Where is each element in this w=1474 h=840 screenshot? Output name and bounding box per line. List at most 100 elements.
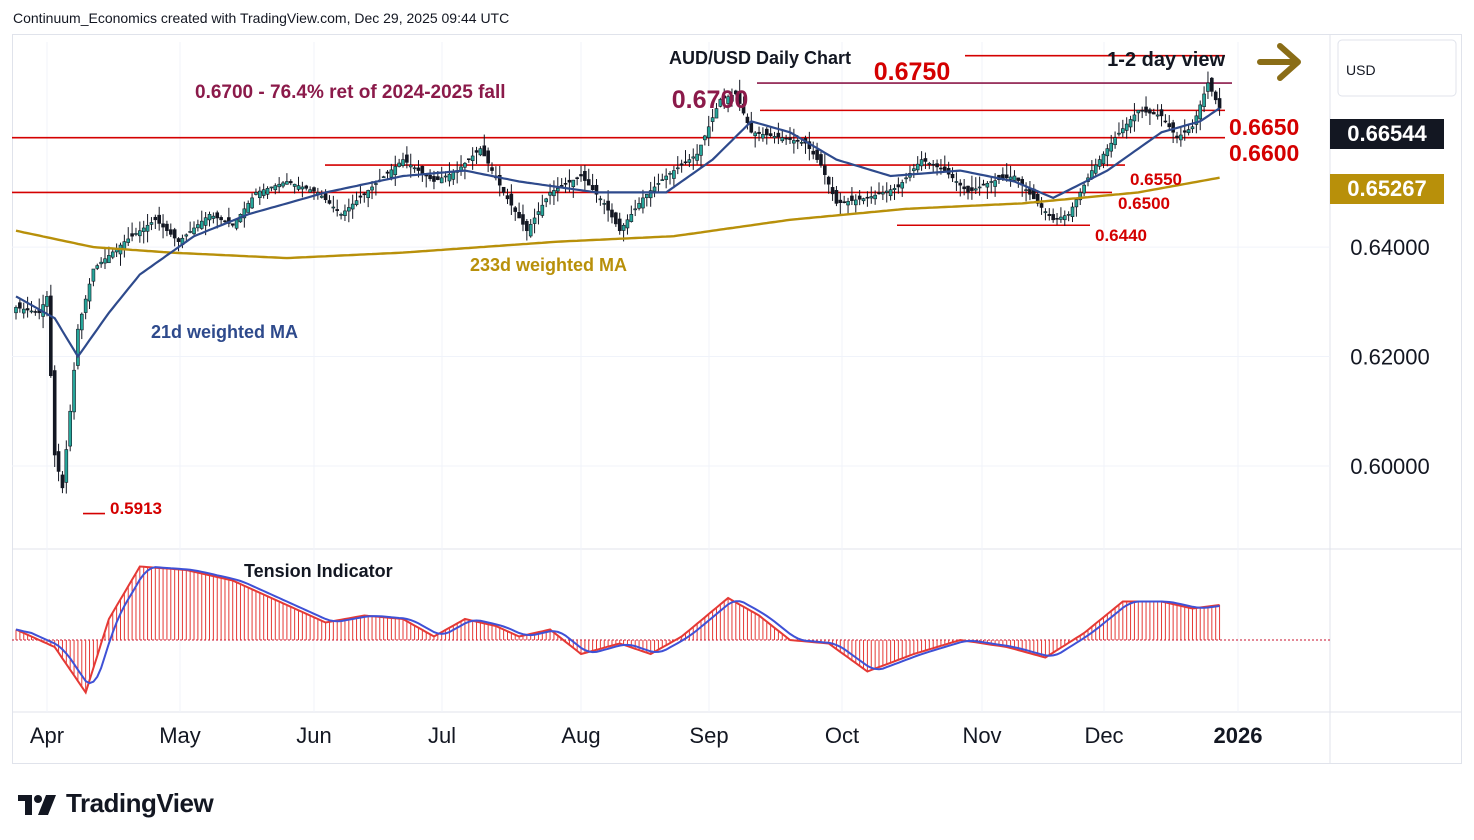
candle-body — [734, 90, 738, 95]
candle — [962, 178, 966, 196]
candle — [815, 142, 819, 163]
tradingview-logo[interactable]: TradingView — [16, 788, 214, 819]
candle-body — [586, 179, 591, 186]
candle-body — [954, 181, 959, 183]
candle — [842, 195, 846, 204]
candle-body — [811, 150, 816, 155]
candle — [1028, 180, 1032, 201]
candle — [227, 207, 231, 228]
candle — [1043, 208, 1048, 221]
candle-body — [1016, 177, 1021, 181]
candle-body — [405, 154, 409, 163]
candle-body — [45, 296, 49, 307]
candle-body — [308, 189, 312, 193]
candle-body — [230, 223, 235, 226]
y-tick-label: 0.60000 — [1350, 454, 1430, 479]
candle — [1217, 87, 1222, 116]
candle-body — [660, 179, 665, 181]
candle — [718, 97, 723, 108]
candle — [598, 195, 603, 206]
candle-body — [962, 186, 966, 190]
candle-body — [319, 195, 324, 198]
candle-body — [331, 206, 336, 209]
candle — [761, 127, 765, 142]
candle — [672, 165, 676, 189]
candle-body — [722, 95, 727, 99]
candle — [594, 178, 599, 203]
candle — [424, 174, 429, 188]
candle-body — [335, 209, 340, 211]
candle-body — [366, 190, 370, 199]
candle-body — [122, 241, 127, 250]
candle — [1032, 184, 1036, 200]
candle — [99, 257, 103, 268]
candle — [706, 115, 711, 147]
candle — [362, 192, 367, 203]
candle — [300, 181, 305, 198]
candle-body — [269, 186, 274, 189]
candle — [482, 134, 487, 157]
candle — [513, 205, 518, 221]
candle — [1097, 155, 1102, 170]
candle — [583, 165, 587, 192]
candle-body — [1109, 142, 1114, 152]
candle — [656, 173, 661, 193]
candle-body — [1012, 175, 1017, 181]
candle — [157, 206, 161, 231]
candle — [764, 127, 769, 145]
candle — [1128, 115, 1133, 134]
candle-body — [277, 183, 281, 188]
candle-body — [590, 185, 595, 190]
candle-body — [641, 197, 645, 209]
candle — [1159, 104, 1164, 127]
candle-body — [83, 298, 88, 313]
candle — [970, 175, 974, 200]
candle-body — [428, 174, 432, 180]
candle — [950, 167, 955, 182]
candle-body — [521, 214, 525, 225]
candle-body — [300, 186, 305, 190]
candle-body — [536, 211, 541, 215]
candle — [354, 191, 359, 207]
candle-body — [799, 141, 804, 144]
candle-body — [60, 474, 65, 489]
candle-body — [648, 190, 653, 199]
candle — [1117, 122, 1121, 137]
candle-body — [1175, 135, 1179, 139]
candle — [954, 172, 959, 192]
candle — [687, 154, 692, 168]
candle-body — [401, 159, 405, 166]
candle — [730, 88, 734, 107]
candle — [1206, 71, 1210, 99]
candle — [381, 175, 386, 179]
fib-note: 0.6700 - 76.4% ret of 2024-2025 fall — [195, 82, 506, 103]
candle — [199, 210, 204, 230]
candle — [679, 159, 684, 173]
candle-body — [610, 209, 614, 218]
x-tick-label: Aug — [561, 723, 600, 748]
candle — [1202, 86, 1206, 113]
candle-body — [1140, 109, 1144, 112]
candle-body — [1074, 199, 1079, 208]
candle-body — [1186, 129, 1191, 134]
level-label: 0.6750 — [874, 58, 950, 86]
candle-body — [544, 198, 548, 203]
ma233-price-tag: 0.65267 — [1330, 174, 1444, 204]
candle — [772, 131, 777, 144]
candle — [1124, 117, 1129, 139]
candle — [710, 108, 715, 132]
candle-body — [466, 158, 471, 161]
tension-title: Tension Indicator — [244, 561, 393, 581]
candle — [56, 443, 61, 482]
ma21-line — [15, 107, 1221, 359]
candle — [165, 220, 169, 237]
candle — [497, 165, 502, 197]
candle — [25, 296, 30, 318]
candle — [230, 223, 235, 228]
candle-body — [935, 163, 939, 168]
candle-body — [552, 190, 556, 197]
candle-body — [923, 158, 928, 162]
candle-body — [1167, 123, 1172, 128]
candle — [79, 312, 84, 340]
